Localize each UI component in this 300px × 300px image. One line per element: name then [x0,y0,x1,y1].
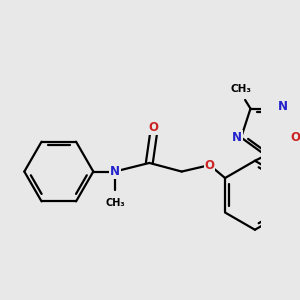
Text: N: N [278,100,288,113]
Text: N: N [110,165,120,178]
Text: CH₃: CH₃ [230,83,251,94]
Text: O: O [148,121,159,134]
Text: N: N [232,131,242,144]
Text: O: O [291,131,300,144]
Text: O: O [205,159,215,172]
Text: CH₃: CH₃ [105,199,125,208]
